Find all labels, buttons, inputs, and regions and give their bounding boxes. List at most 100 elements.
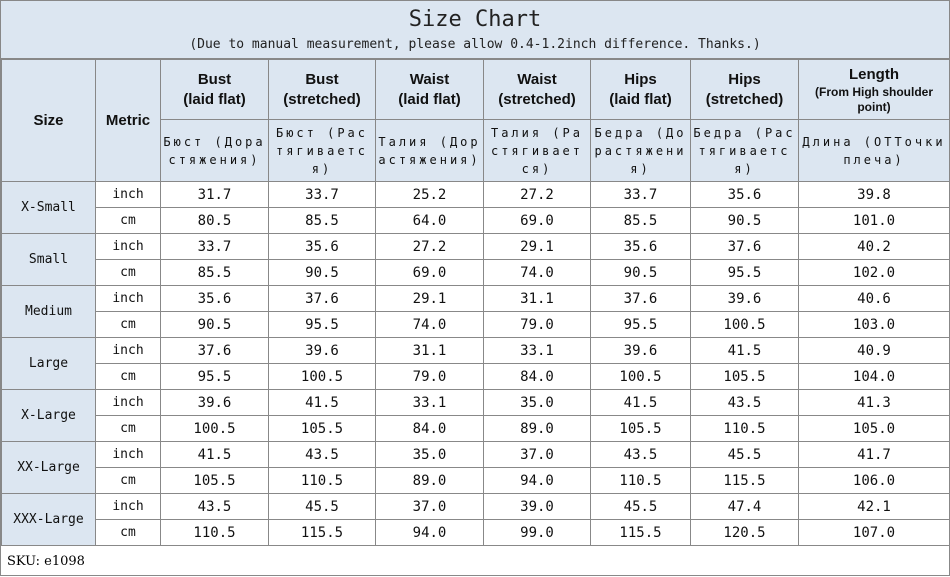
column-header-ru: Бюст (Дорастяжения) xyxy=(160,119,269,182)
measurement: 29.1 xyxy=(483,233,591,260)
measurement: 110.5 xyxy=(690,415,799,442)
measurement: 105.5 xyxy=(590,415,691,442)
unit: inch xyxy=(95,337,161,364)
measurement: 35.6 xyxy=(590,233,691,260)
measurement: 47.4 xyxy=(690,493,799,520)
measurement: 110.5 xyxy=(268,467,376,494)
measurement: 35.6 xyxy=(690,181,799,208)
measurement: 110.5 xyxy=(160,519,269,546)
column-header-line: Hips xyxy=(728,70,761,88)
measurement: 41.3 xyxy=(798,389,950,416)
measurement: 42.1 xyxy=(798,493,950,520)
unit: cm xyxy=(95,415,161,442)
measurement: 27.2 xyxy=(483,181,591,208)
measurement: 40.2 xyxy=(798,233,950,260)
measurement: 39.0 xyxy=(483,493,591,520)
measurement: 41.7 xyxy=(798,441,950,468)
measurement: 110.5 xyxy=(590,467,691,494)
measurement: 85.5 xyxy=(590,207,691,234)
title: Size Chart xyxy=(408,7,542,32)
unit: inch xyxy=(95,181,161,208)
measurement: 43.5 xyxy=(268,441,376,468)
measurement: 105.5 xyxy=(160,467,269,494)
column-header: Waist (stretched) xyxy=(483,59,591,120)
measurement: 95.5 xyxy=(268,311,376,338)
measurement: 95.5 xyxy=(160,363,269,390)
measurement: 39.6 xyxy=(268,337,376,364)
measurement: 90.5 xyxy=(690,207,799,234)
measurement: 39.8 xyxy=(798,181,950,208)
measurement: 79.0 xyxy=(483,311,591,338)
measurement: 39.6 xyxy=(590,337,691,364)
size-name: Medium xyxy=(1,285,96,338)
measurement: 104.0 xyxy=(798,363,950,390)
column-header: Bust (stretched) xyxy=(268,59,376,120)
size-name: X-Small xyxy=(1,181,96,234)
measurement: 100.5 xyxy=(268,363,376,390)
unit: inch xyxy=(95,389,161,416)
measurement: 41.5 xyxy=(590,389,691,416)
measurement: 99.0 xyxy=(483,519,591,546)
measurement: 105.0 xyxy=(798,415,950,442)
measurement: 33.7 xyxy=(160,233,269,260)
column-header-line: Waist xyxy=(409,70,450,88)
measurement: 90.5 xyxy=(268,259,376,286)
unit: inch xyxy=(95,233,161,260)
size-name: X-Large xyxy=(1,389,96,442)
measurement: 100.5 xyxy=(690,311,799,338)
measurement: 33.7 xyxy=(268,181,376,208)
measurement: 45.5 xyxy=(690,441,799,468)
column-header-ru: Бюст (Растягивается) xyxy=(268,119,376,182)
column-header-line: Bust xyxy=(197,70,232,88)
measurement: 45.5 xyxy=(268,493,376,520)
unit: cm xyxy=(95,363,161,390)
measurement: 33.7 xyxy=(590,181,691,208)
unit: cm xyxy=(95,207,161,234)
measurement: 31.1 xyxy=(483,285,591,312)
size-name: Large xyxy=(1,337,96,390)
measurement: 74.0 xyxy=(375,311,484,338)
data-row: cm 85.5 90.5 69.0 74.0 90.5 95.5 102.0 xyxy=(2,259,950,286)
measurement: 33.1 xyxy=(375,389,484,416)
measurement: 39.6 xyxy=(160,389,269,416)
measurement: 84.0 xyxy=(483,363,591,390)
measurement: 35.0 xyxy=(483,389,591,416)
header-row: Size Metric Bust (laid flat) Bust (stretched)… xyxy=(1,59,950,182)
column-header-line: Waist xyxy=(517,70,557,88)
data-row: cm 100.5 105.5 84.0 89.0 105.5 110.5 105.0 xyxy=(2,415,950,442)
measurement: 103.0 xyxy=(798,311,950,338)
metric-header: Metric xyxy=(95,59,161,182)
measurement: 107.0 xyxy=(798,519,950,546)
measurement: 69.0 xyxy=(483,207,591,234)
column-header: Length (From High shoulder point) xyxy=(798,59,950,120)
column-header-line: (laid flat) xyxy=(609,90,672,108)
measurement: 120.5 xyxy=(690,519,799,546)
unit: cm xyxy=(95,259,161,286)
column-header: Hips (stretched) xyxy=(690,59,799,120)
measurement: 90.5 xyxy=(590,259,691,286)
column-header-line: (laid flat) xyxy=(183,90,246,108)
measurement: 115.5 xyxy=(268,519,376,546)
measurement: 35.6 xyxy=(268,233,376,260)
measurement: 45.5 xyxy=(590,493,691,520)
measurement: 115.5 xyxy=(690,467,799,494)
measurement: 31.1 xyxy=(375,337,484,364)
measurement: 41.5 xyxy=(160,441,269,468)
column-header-line: (From High shoulder point) xyxy=(815,84,933,114)
column-header-ru: Бедра (Дорастяжения) xyxy=(590,119,691,182)
data-row: cm 95.5 100.5 79.0 84.0 100.5 105.5 104.0 xyxy=(2,363,950,390)
unit: cm xyxy=(95,311,161,338)
measurement: 35.0 xyxy=(375,441,484,468)
column-header-ru: Талия (Растягивается) xyxy=(483,119,591,182)
measurement: 79.0 xyxy=(375,363,484,390)
column-header-line: Hips xyxy=(624,70,657,88)
measurement: 94.0 xyxy=(483,467,591,494)
sku: SKU: e1098 xyxy=(7,554,85,569)
data-row: cm 105.5 110.5 89.0 94.0 110.5 115.5 106.0 xyxy=(2,467,950,494)
measurement: 37.6 xyxy=(268,285,376,312)
measurement: 40.6 xyxy=(798,285,950,312)
measurement: 27.2 xyxy=(375,233,484,260)
measurement: 35.6 xyxy=(160,285,269,312)
column-header-line: Bust xyxy=(305,70,339,88)
